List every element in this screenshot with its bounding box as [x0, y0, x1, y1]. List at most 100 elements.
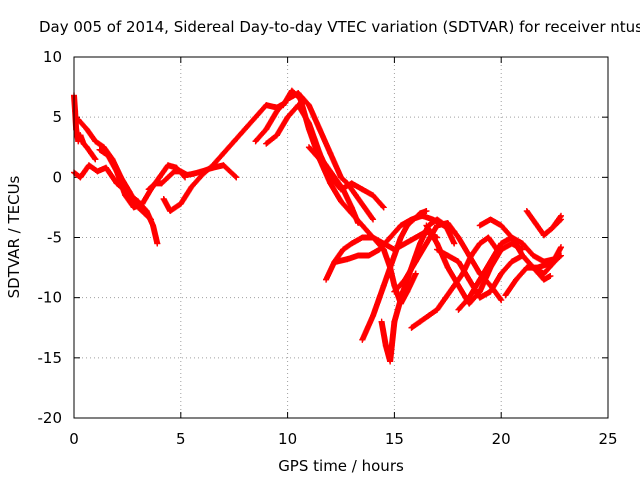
data-point [540, 232, 547, 239]
data-point [519, 240, 526, 247]
data-series [71, 87, 565, 365]
data-point [75, 138, 82, 145]
data-point [348, 240, 355, 247]
data-point [355, 252, 362, 259]
data-point [412, 270, 419, 277]
data-point [451, 240, 458, 247]
data-point [549, 224, 556, 231]
data-point [540, 276, 547, 283]
x-tick-label: 15 [385, 430, 404, 448]
data-point [305, 126, 312, 133]
data-point [252, 138, 259, 145]
data-point [75, 116, 82, 123]
y-tick-label: 0 [52, 168, 62, 186]
data-point [523, 264, 530, 271]
data-point [434, 240, 441, 247]
data-point [154, 240, 161, 247]
data-point [412, 234, 419, 241]
data-point [139, 200, 146, 207]
data-point [171, 168, 178, 175]
x-tick-label: 25 [598, 430, 617, 448]
data-point [487, 216, 494, 223]
data-point [96, 146, 103, 153]
data-point [184, 171, 191, 178]
data-point [487, 258, 494, 265]
data-point [359, 186, 366, 193]
series-track-1 [71, 92, 99, 163]
data-point [338, 198, 344, 205]
data-point [530, 252, 537, 259]
data-point [359, 234, 366, 241]
data-point [359, 336, 366, 343]
data-point [555, 252, 562, 259]
data-point [434, 222, 441, 229]
data-point [141, 210, 148, 217]
data-point [94, 168, 101, 175]
data-point [359, 222, 366, 229]
data-point [498, 222, 505, 229]
data-point [498, 270, 505, 277]
data-point [425, 312, 432, 319]
data-point [331, 174, 338, 181]
x-tick-label: 10 [278, 430, 297, 448]
axis-ticks: 0 5 10 15 20 25 -20 -15 -10 -5 0 5 10 [38, 48, 618, 448]
data-point [361, 204, 368, 211]
data-point [231, 138, 238, 145]
data-point [103, 164, 110, 171]
data-point [340, 246, 347, 253]
data-point [105, 152, 112, 159]
data-point [391, 282, 398, 289]
data-point [88, 150, 95, 157]
data-point [113, 168, 120, 175]
x-axis-label: GPS time / hours [278, 457, 404, 475]
data-point [498, 240, 505, 247]
data-point [513, 276, 520, 283]
data-point [177, 168, 184, 175]
data-point [305, 102, 312, 109]
data-point [444, 220, 451, 227]
data-point [338, 174, 344, 181]
data-point [348, 204, 355, 211]
data-point [348, 210, 355, 217]
data-point [508, 234, 515, 241]
data-point [408, 324, 415, 331]
data-point [220, 150, 227, 157]
data-point [297, 96, 304, 103]
data-point [404, 222, 411, 229]
data-point [455, 234, 462, 241]
data-point [423, 240, 430, 247]
data-point [476, 294, 483, 301]
y-tick-label: 5 [52, 108, 62, 126]
data-point [434, 306, 441, 313]
data-point [273, 108, 280, 115]
data-point [397, 222, 404, 229]
data-point [233, 174, 240, 181]
y-tick-label: -20 [38, 409, 63, 427]
data-point [434, 246, 441, 253]
data-point [156, 174, 163, 181]
data-point [532, 220, 539, 227]
data-point [545, 260, 552, 267]
series-track-9 [280, 87, 362, 227]
data-point [352, 192, 359, 199]
data-point [77, 132, 84, 139]
data-point [333, 258, 340, 265]
plot-frame [73, 56, 609, 419]
data-point [523, 208, 530, 215]
data-point [380, 204, 387, 211]
data-point [402, 240, 409, 247]
y-axis-label: SDTVAR / TECUs [5, 175, 23, 298]
data-point [519, 252, 526, 259]
data-point [466, 300, 473, 307]
data-point [434, 216, 441, 223]
data-point [444, 264, 451, 271]
data-point [476, 222, 483, 229]
data-point [130, 204, 137, 211]
y-tick-label: -15 [38, 349, 63, 367]
data-point [323, 276, 330, 283]
data-point [316, 156, 323, 163]
data-point [412, 258, 419, 265]
data-point [502, 292, 509, 299]
data-point [547, 273, 554, 280]
